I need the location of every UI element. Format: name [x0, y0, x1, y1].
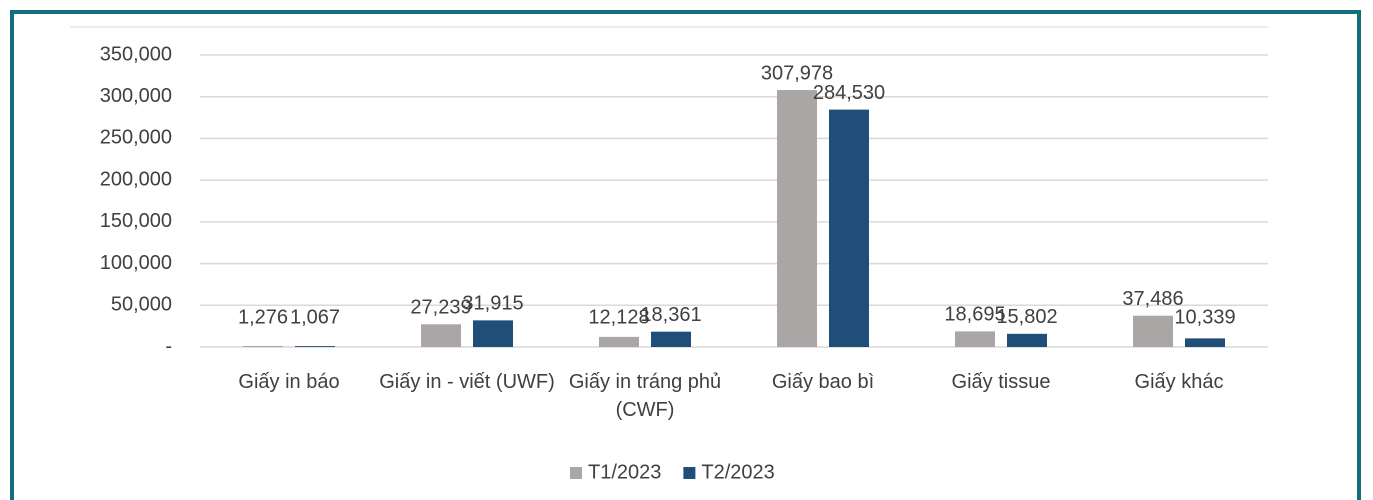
- legend-label: T2/2023: [701, 461, 774, 483]
- bar: [1133, 315, 1173, 347]
- y-tick-label: 300,000: [100, 85, 172, 107]
- x-tick-label: Giấy bao bì: [771, 371, 875, 393]
- data-label: 12,128: [588, 306, 649, 328]
- y-tick-label: 250,000: [100, 127, 172, 149]
- bar: [829, 109, 869, 347]
- bar: [955, 331, 995, 347]
- legend-swatch: [570, 467, 582, 479]
- frame: [10, 10, 1361, 500]
- data-label: 15,802: [996, 306, 1057, 328]
- x-tick-label: Giấy tissue: [951, 371, 1051, 393]
- x-tick-label: Giấy khác: [1134, 371, 1224, 393]
- data-label: 1,276: [238, 306, 288, 328]
- data-label: 307,978: [761, 62, 833, 84]
- data-label: 31,915: [462, 293, 523, 315]
- x-tick-label: Giấy in tráng phủ (CWF): [568, 371, 722, 421]
- bar: [473, 320, 513, 347]
- y-tick-label: 50,000: [111, 294, 172, 316]
- x-tick-label: Giấy in - viết (UWF): [379, 371, 555, 393]
- y-tick-label: 200,000: [100, 168, 172, 190]
- bar: [599, 336, 639, 347]
- x-tick-label: Giấy in báo: [238, 371, 340, 393]
- data-label: 27,239: [410, 297, 471, 319]
- data-label: 18,361: [640, 304, 701, 326]
- bar: [243, 345, 283, 347]
- bar: [295, 346, 335, 347]
- bar: [1185, 338, 1225, 347]
- bar: [421, 324, 461, 347]
- y-tick-label: 100,000: [100, 252, 172, 274]
- bar: [777, 90, 817, 348]
- legend-swatch: [683, 467, 696, 479]
- data-label: 10,339: [1174, 306, 1235, 328]
- legend-label: T1/2023: [588, 461, 661, 483]
- data-label: 37,486: [1122, 288, 1183, 310]
- data-label: 284,530: [813, 82, 885, 104]
- y-tick-label: 350,000: [100, 43, 172, 65]
- y-tick-label: -: [165, 335, 172, 357]
- data-label: 1,067: [290, 306, 340, 328]
- y-tick-label: 150,000: [100, 210, 172, 232]
- data-label: 18,695: [944, 304, 1005, 326]
- bar: [651, 331, 691, 347]
- bar: [1007, 333, 1047, 347]
